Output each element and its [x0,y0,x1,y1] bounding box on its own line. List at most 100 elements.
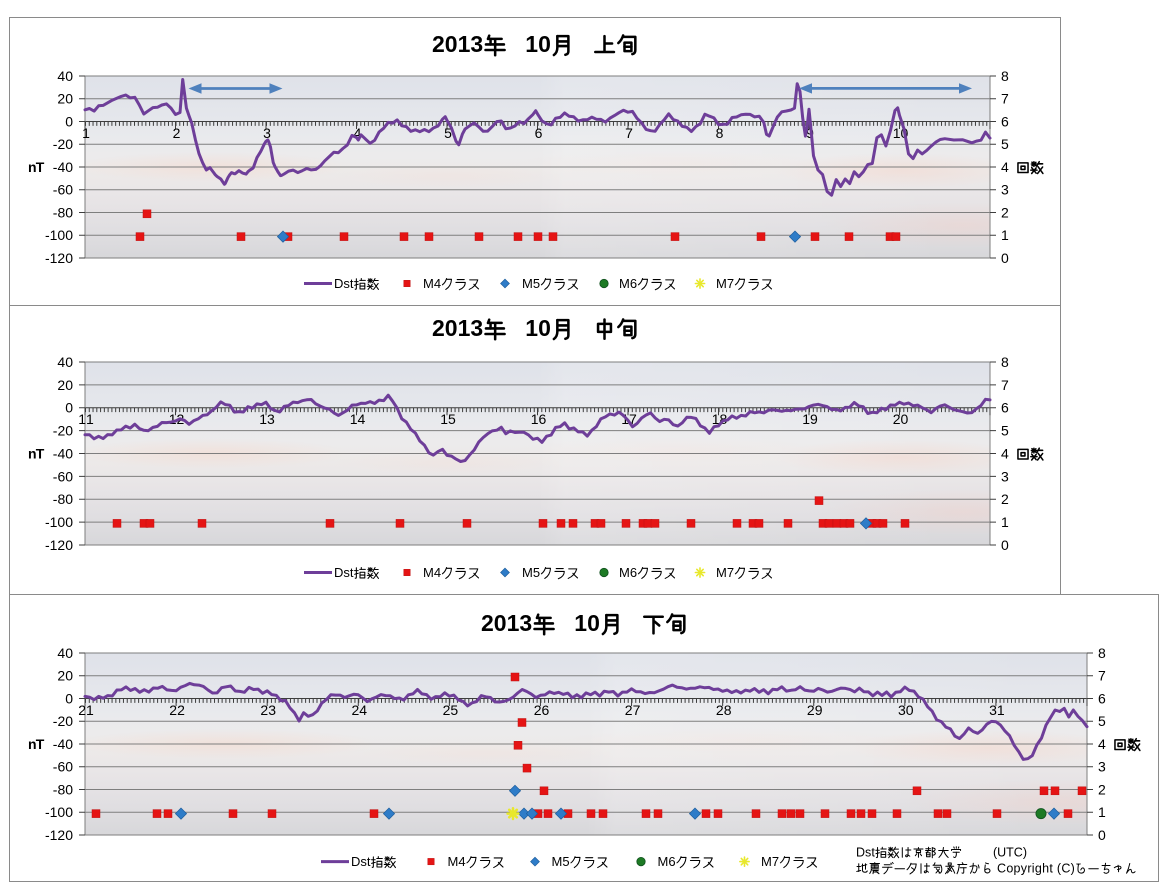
svg-text:10: 10 [525,315,551,341]
svg-text:M6: M6 [658,854,676,869]
svg-text:nT: nT [28,445,45,461]
svg-text:40: 40 [57,645,73,661]
svg-text:Dst: Dst [334,565,354,580]
svg-text:nT: nT [28,159,45,175]
svg-text:15: 15 [440,411,456,427]
svg-text:8: 8 [1001,68,1009,84]
svg-text:8: 8 [1098,645,1106,661]
svg-text:M7: M7 [716,276,734,291]
svg-text:M5: M5 [522,276,540,291]
svg-text:M7: M7 [716,565,734,580]
svg-text:Dst: Dst [351,854,371,869]
svg-text:13: 13 [259,411,275,427]
svg-text:4: 4 [1001,445,1009,461]
svg-text:16: 16 [531,411,547,427]
svg-text:4: 4 [1098,736,1106,752]
svg-text:3: 3 [1001,182,1009,198]
svg-text:Copyright (C): Copyright (C) [997,861,1075,875]
svg-text:Dst: Dst [856,845,875,859]
svg-text:14: 14 [350,411,366,427]
svg-text:-80: -80 [53,491,73,507]
svg-text:6: 6 [1001,400,1009,416]
svg-text:2: 2 [1001,491,1009,507]
svg-text:19: 19 [802,411,818,427]
svg-text:-120: -120 [45,250,73,266]
svg-text:22: 22 [169,702,185,718]
svg-text:7: 7 [625,125,633,141]
svg-text:2013: 2013 [432,315,483,341]
svg-text:-20: -20 [53,423,73,439]
svg-text:30: 30 [898,702,914,718]
svg-text:31: 31 [989,702,1005,718]
svg-text:21: 21 [78,702,94,718]
svg-text:2013: 2013 [481,610,532,636]
svg-text:-60: -60 [53,182,73,198]
svg-text:-60: -60 [53,759,73,775]
svg-text:7: 7 [1001,377,1009,393]
svg-text:23: 23 [260,702,276,718]
svg-text:-80: -80 [53,781,73,797]
svg-text:10: 10 [525,31,551,57]
svg-text:25: 25 [443,702,459,718]
svg-text:1: 1 [1098,804,1106,820]
svg-text:6: 6 [1001,113,1009,129]
svg-text:2: 2 [173,125,181,141]
svg-text:M4: M4 [448,854,466,869]
svg-text:28: 28 [716,702,732,718]
svg-text:8: 8 [716,125,724,141]
svg-text:26: 26 [534,702,550,718]
svg-text:4: 4 [1001,159,1009,175]
svg-text:-100: -100 [45,804,73,820]
svg-text:0: 0 [1001,250,1009,266]
svg-text:3: 3 [1001,468,1009,484]
svg-text:5: 5 [1001,423,1009,439]
svg-text:0: 0 [65,690,73,706]
svg-text:5: 5 [444,125,452,141]
svg-text:27: 27 [625,702,641,718]
svg-text:24: 24 [352,702,368,718]
svg-text:2: 2 [1001,204,1009,220]
svg-text:10: 10 [574,610,600,636]
svg-text:6: 6 [535,125,543,141]
svg-text:1: 1 [1001,514,1009,530]
svg-text:29: 29 [807,702,823,718]
svg-text:7: 7 [1098,668,1106,684]
svg-text:18: 18 [712,411,728,427]
svg-text:40: 40 [57,68,73,84]
svg-text:Dst: Dst [334,276,354,291]
svg-text:M4: M4 [423,276,441,291]
svg-text:0: 0 [1001,537,1009,553]
svg-text:20: 20 [57,668,73,684]
svg-text:0: 0 [65,400,73,416]
svg-text:-60: -60 [53,468,73,484]
svg-text:M7: M7 [761,854,779,869]
svg-text:6: 6 [1098,690,1106,706]
svg-text:3: 3 [263,125,271,141]
svg-text:0: 0 [1098,827,1106,843]
svg-text:1: 1 [82,125,90,141]
svg-text:3: 3 [1098,759,1106,775]
svg-text:nT: nT [28,736,45,752]
svg-text:(UTC): (UTC) [993,845,1027,859]
svg-text:5: 5 [1001,136,1009,152]
svg-text:-80: -80 [53,204,73,220]
svg-text:4: 4 [354,125,362,141]
svg-text:M5: M5 [552,854,570,869]
svg-text:-120: -120 [45,537,73,553]
svg-text:11: 11 [78,411,94,427]
svg-text:20: 20 [57,91,73,107]
svg-text:-100: -100 [45,227,73,243]
svg-text:1: 1 [1001,227,1009,243]
svg-text:M6: M6 [619,276,637,291]
svg-text:-40: -40 [53,736,73,752]
svg-text:-40: -40 [53,445,73,461]
svg-text:M5: M5 [522,565,540,580]
svg-text:40: 40 [57,354,73,370]
svg-text:0: 0 [65,113,73,129]
svg-text:-100: -100 [45,514,73,530]
svg-text:7: 7 [1001,91,1009,107]
svg-text:M4: M4 [423,565,441,580]
svg-text:-40: -40 [53,159,73,175]
svg-text:-20: -20 [53,136,73,152]
svg-text:2: 2 [1098,781,1106,797]
